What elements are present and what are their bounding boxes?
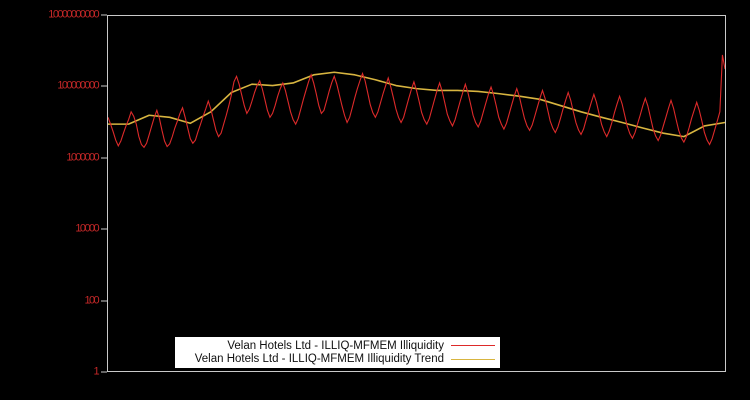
legend-item-illiquidity: Velan Hotels Ltd - ILLIQ-MFMEM Illiquidi…: [176, 339, 495, 353]
legend-item-illiquidity-trend: Velan Hotels Ltd - ILLIQ-MFMEM Illiquidi…: [176, 353, 495, 367]
plot-area: [107, 15, 726, 372]
y-tick-label: 10000: [75, 222, 99, 235]
y-axis: 1 100 10000 1000000 100000000 10000000000: [0, 9, 107, 377]
trend-line: [108, 71, 725, 138]
legend-swatch-illiquidity-trend: [451, 358, 495, 360]
y-tick-mark: [101, 228, 107, 230]
y-tick-mark: [101, 85, 107, 87]
y-tick-label: 100000000: [57, 79, 99, 92]
series-canvas: [108, 54, 725, 149]
y-tick-label: 1: [93, 365, 99, 378]
y-tick-mark: [101, 14, 107, 16]
y-tick-mark: [101, 371, 107, 373]
legend-label-illiquidity: Velan Hotels Ltd - ILLIQ-MFMEM Illiquidi…: [227, 339, 444, 352]
y-tick-mark: [101, 157, 107, 159]
y-tick-label: 100: [84, 294, 99, 307]
y-tick-mark: [101, 300, 107, 302]
legend-swatch-illiquidity: [451, 345, 495, 347]
y-tick-label: 10000000000: [48, 8, 99, 21]
legend: Velan Hotels Ltd - ILLIQ-MFMEM Illiquidi…: [175, 337, 500, 368]
y-tick-label: 1000000: [66, 151, 99, 164]
illiquidity-line: [108, 54, 725, 149]
legend-label-illiquidity-trend: Velan Hotels Ltd - ILLIQ-MFMEM Illiquidi…: [194, 353, 444, 366]
